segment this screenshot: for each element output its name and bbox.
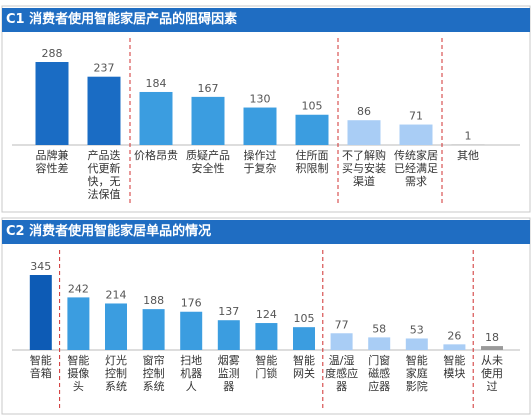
category-label: 烟雾监测器 [217, 354, 240, 393]
value-label: 288 [42, 47, 63, 60]
bar [481, 346, 503, 350]
bar [217, 320, 240, 350]
category-label: 智能摄像头 [67, 354, 90, 393]
category-label: 温/湿度感应器 [325, 354, 359, 393]
panel [1, 5, 531, 213]
value-label: 124 [256, 308, 277, 321]
category-label: 智能门锁 [255, 354, 278, 380]
chart-title: C2 消费者使用智能家居单品的情况 [6, 224, 212, 239]
category-label: 从未使用过 [481, 354, 503, 393]
category-label: 智能网关 [293, 354, 315, 380]
category-label: 门窗磁感应器 [368, 354, 391, 393]
bar [87, 76, 121, 145]
bar [443, 344, 466, 350]
category-label: 不了解购买与安装渠道 [342, 149, 386, 188]
value-label: 58 [372, 322, 386, 335]
value-label: 214 [106, 288, 127, 301]
value-label: 176 [181, 297, 202, 310]
bar [142, 309, 165, 350]
bar [67, 297, 90, 350]
value-label: 26 [447, 329, 461, 342]
value-label: 242 [68, 282, 89, 295]
category-label: 产品迭代更新快，无法保值 [87, 149, 121, 201]
bar [105, 303, 127, 350]
category-label: 窗帘控制系统 [142, 354, 165, 393]
value-label: 237 [94, 62, 115, 75]
value-label: 86 [357, 105, 371, 118]
category-label: 价格昂贵 [134, 149, 178, 162]
category-label: 质疑产品安全性 [186, 149, 230, 175]
value-label: 105 [294, 312, 315, 325]
value-label: 53 [410, 323, 424, 336]
value-label: 71 [409, 110, 423, 123]
value-label: 1 [465, 130, 472, 143]
value-label: 18 [485, 331, 499, 344]
panel [1, 217, 531, 415]
chart-title: C1 消费者使用智能家居产品的阻碍因素 [6, 12, 238, 27]
category-label: 灯光控制系统 [105, 354, 127, 393]
value-label: 345 [30, 260, 51, 273]
value-label: 167 [198, 82, 219, 95]
category-label: 品牌兼容性差 [35, 149, 69, 175]
bar [191, 96, 225, 145]
bar [293, 327, 315, 350]
bar [295, 114, 329, 145]
value-label: 130 [250, 93, 271, 106]
category-label: 操作过于复杂 [243, 149, 277, 175]
category-label: 智能模块 [443, 354, 466, 380]
header-bar [2, 8, 530, 32]
value-label: 77 [335, 318, 349, 331]
bar [139, 91, 173, 145]
category-label: 住所面积限制 [295, 149, 329, 175]
category-label: 其他 [457, 149, 479, 162]
header-bar [2, 220, 530, 244]
category-label: 传统家居已经满足需求 [394, 149, 438, 188]
bar [243, 107, 277, 145]
value-label: 184 [146, 77, 167, 90]
bar [347, 120, 381, 145]
value-label: 105 [302, 100, 323, 113]
bar [180, 311, 203, 350]
category-label: 智能音箱 [29, 354, 52, 380]
category-label: 智能家庭影院 [405, 354, 428, 393]
value-label: 137 [218, 305, 239, 318]
bar [368, 337, 391, 350]
bar [399, 124, 433, 145]
bar [35, 62, 69, 145]
value-label: 188 [143, 294, 164, 307]
category-label: 扫地机器人 [180, 354, 203, 393]
bar [405, 338, 428, 350]
bar [255, 323, 278, 350]
bar [29, 275, 52, 350]
bar [330, 333, 353, 350]
